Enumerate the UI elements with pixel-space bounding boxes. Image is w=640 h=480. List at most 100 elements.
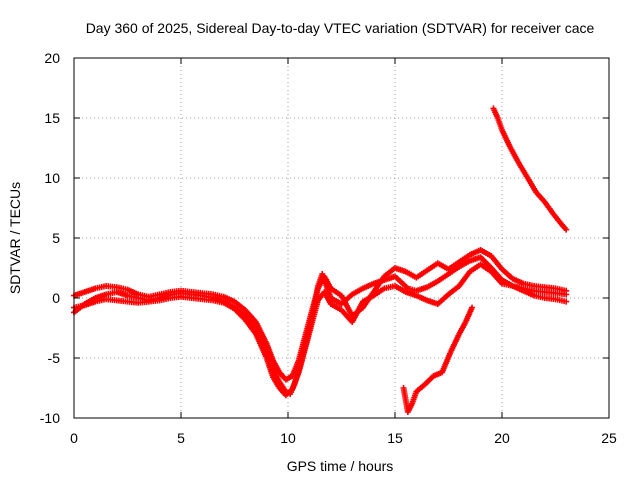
x-tick-label: 20 [494,430,510,446]
data-trail [339,294,355,318]
data-trail [371,275,387,294]
data-trail [522,288,536,298]
data-trail [415,268,429,280]
data-trail [425,261,440,273]
data-trail [543,200,556,216]
data-trail [457,258,472,269]
data-trail [270,359,282,374]
y-tick-label: 20 [44,50,60,66]
data-trail [551,212,564,227]
data-trail [448,332,462,354]
data-point [469,304,476,311]
data-trail [491,107,500,120]
y-tick-label: 15 [44,110,60,126]
y-tick-label: -10 [40,410,60,426]
data-trail [290,359,301,378]
axis-ticks: 0 5 10 15 20 25 -10 -5 0 5 10 15 20 [40,50,617,446]
data-trail [499,128,513,150]
data-trail [468,262,482,274]
data-trail [233,299,247,312]
data-trail [302,323,315,350]
data-trail [243,308,258,324]
data-trail [457,270,472,288]
data-trail [406,286,418,294]
data-trail [554,285,568,294]
data-trail [447,265,461,276]
y-tick-label: 5 [52,230,60,246]
data-trail [350,300,366,324]
x-tick-label: 5 [177,430,185,446]
data-trail [253,332,269,360]
data-trail [329,286,343,298]
data-trail [489,254,504,271]
data-trail [511,276,525,286]
data-trail [478,255,493,270]
data-trail [382,266,397,279]
grid-lines [74,58,609,418]
data-trail [479,262,493,274]
data-trail [404,269,418,280]
data-trail [405,402,415,414]
data-trail [439,350,453,374]
data-trail [436,261,450,272]
data-trail [296,335,308,362]
data-trail [309,299,321,326]
data-trail [457,320,468,336]
data-trail [463,306,475,324]
data-trail [322,290,333,306]
data-trail [447,260,461,271]
y-tick-label: -5 [48,350,61,366]
data-trail [222,300,236,311]
y-tick-label: 10 [44,170,60,186]
data-trail [400,280,410,290]
data-trail [479,248,493,258]
data-trail [517,162,530,180]
data-trail [489,270,504,286]
series-track-e [490,105,570,233]
data-trail [253,320,269,345]
series-track-b [71,247,570,383]
x-tick-label: 15 [387,430,403,446]
data-trail [271,376,282,390]
data-trail [500,267,515,281]
series-track-d [400,304,476,415]
data-trail [436,272,450,283]
y-tick-label: 0 [52,290,60,306]
data-trail [302,311,315,338]
data-point [563,287,570,294]
data-trail [329,296,343,306]
data-trail [232,307,247,322]
data-trail [309,287,321,314]
x-axis-label: GPS time / hours [287,458,394,474]
x-tick-label: 0 [70,430,78,446]
data-trail [361,293,375,304]
data-trail [329,302,343,312]
data-point [563,298,570,305]
chart-title: Day 360 of 2025, Sidereal Day-to-day VTE… [86,20,595,36]
data-trail [284,387,294,397]
data-trail [554,296,568,305]
data-trail [436,292,450,306]
data-trail [508,146,522,165]
data-point [563,226,570,233]
data-trail [94,283,107,291]
data-trail [372,286,386,298]
y-axis-label: SDTVAR / TECUs [7,182,23,294]
data-trail [284,373,294,382]
data-trail [296,347,308,374]
x-tick-label: 25 [601,430,617,446]
data-trail [457,253,472,264]
data-trail [350,286,365,297]
data-trail [560,223,568,231]
data-trail [414,382,427,394]
data-trail [222,294,236,304]
data-trail [423,374,436,386]
x-tick-label: 10 [280,430,296,446]
data-trail [525,176,539,194]
data-trail [447,284,461,297]
data-points [71,105,570,415]
data-trail [425,279,440,290]
data-trail [243,318,258,336]
data-trail [534,191,547,204]
